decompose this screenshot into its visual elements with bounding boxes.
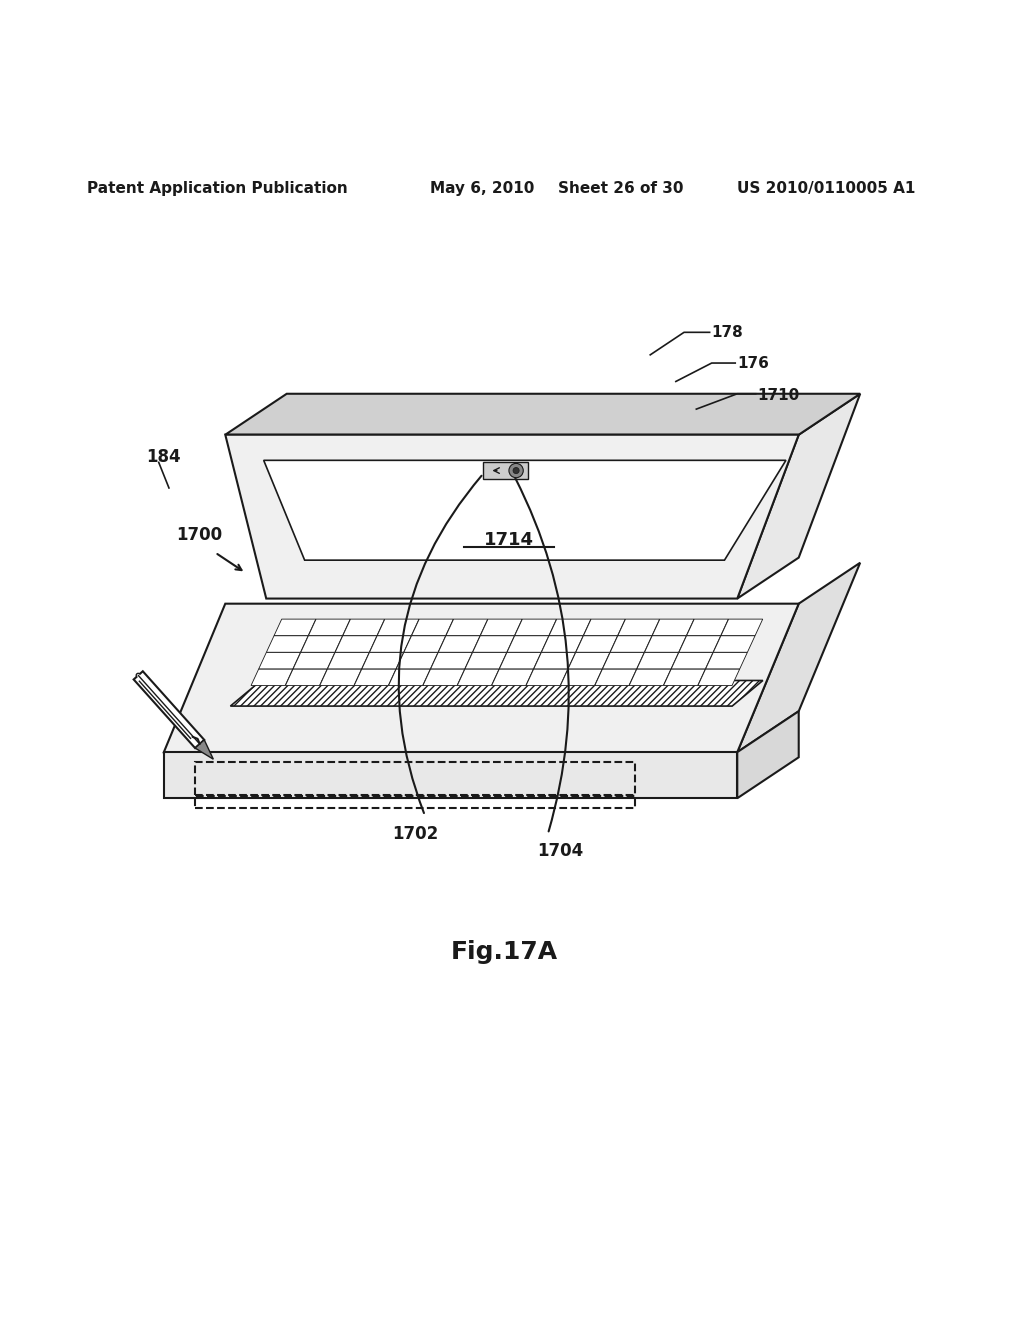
Polygon shape	[458, 669, 499, 685]
Polygon shape	[412, 619, 454, 636]
Circle shape	[513, 467, 519, 474]
Polygon shape	[266, 636, 308, 652]
Polygon shape	[492, 669, 534, 685]
Polygon shape	[480, 619, 522, 636]
Polygon shape	[500, 652, 541, 669]
Polygon shape	[388, 669, 430, 685]
Polygon shape	[423, 669, 465, 685]
Polygon shape	[629, 669, 671, 685]
Polygon shape	[370, 636, 412, 652]
Polygon shape	[575, 636, 617, 652]
Polygon shape	[301, 636, 342, 652]
Polygon shape	[617, 619, 659, 636]
Text: 184: 184	[146, 449, 181, 466]
Polygon shape	[637, 652, 679, 669]
Polygon shape	[446, 619, 487, 636]
Polygon shape	[602, 652, 644, 669]
Polygon shape	[361, 652, 403, 669]
Polygon shape	[595, 669, 637, 685]
Polygon shape	[679, 636, 721, 652]
Polygon shape	[354, 669, 396, 685]
Text: 176: 176	[737, 355, 769, 371]
Polygon shape	[542, 636, 583, 652]
Text: 1704: 1704	[538, 842, 584, 861]
Polygon shape	[259, 652, 300, 669]
Polygon shape	[714, 636, 755, 652]
Text: May 6, 2010: May 6, 2010	[430, 181, 535, 197]
Polygon shape	[403, 636, 445, 652]
Polygon shape	[251, 669, 293, 685]
Polygon shape	[698, 669, 739, 685]
Polygon shape	[526, 669, 567, 685]
Polygon shape	[610, 636, 652, 652]
Polygon shape	[343, 619, 385, 636]
Polygon shape	[560, 669, 602, 685]
Polygon shape	[664, 669, 706, 685]
Polygon shape	[164, 752, 737, 799]
Polygon shape	[515, 619, 556, 636]
Polygon shape	[706, 652, 748, 669]
Polygon shape	[584, 619, 626, 636]
Circle shape	[509, 463, 523, 478]
Polygon shape	[328, 652, 370, 669]
Polygon shape	[319, 669, 361, 685]
Polygon shape	[534, 652, 575, 669]
Polygon shape	[225, 393, 860, 434]
Polygon shape	[549, 619, 591, 636]
Text: 1702: 1702	[392, 825, 438, 843]
Text: 1700: 1700	[176, 527, 222, 544]
Polygon shape	[473, 636, 514, 652]
Polygon shape	[335, 636, 377, 652]
Polygon shape	[377, 619, 419, 636]
Polygon shape	[264, 461, 786, 560]
Polygon shape	[721, 619, 763, 636]
Polygon shape	[286, 669, 327, 685]
Text: US 2010/0110005 A1: US 2010/0110005 A1	[737, 181, 915, 197]
Text: Patent Application Publication: Patent Application Publication	[87, 181, 348, 197]
Text: 1710: 1710	[758, 388, 800, 404]
Polygon shape	[644, 636, 686, 652]
Polygon shape	[672, 652, 713, 669]
Polygon shape	[737, 711, 799, 799]
Polygon shape	[737, 393, 860, 598]
Polygon shape	[438, 636, 480, 652]
Polygon shape	[225, 434, 799, 598]
Polygon shape	[396, 652, 438, 669]
Polygon shape	[431, 652, 472, 669]
Polygon shape	[507, 636, 549, 652]
Text: 178: 178	[712, 325, 743, 339]
Polygon shape	[164, 603, 799, 752]
Polygon shape	[293, 652, 335, 669]
Text: 1714: 1714	[484, 531, 534, 549]
Polygon shape	[274, 619, 315, 636]
Polygon shape	[652, 619, 694, 636]
Polygon shape	[196, 741, 213, 759]
Polygon shape	[465, 652, 507, 669]
Polygon shape	[308, 619, 350, 636]
Polygon shape	[687, 619, 728, 636]
Polygon shape	[568, 652, 610, 669]
Polygon shape	[737, 562, 860, 752]
FancyBboxPatch shape	[483, 462, 528, 479]
Text: Sheet 26 of 30: Sheet 26 of 30	[558, 181, 684, 197]
Polygon shape	[230, 681, 763, 706]
Text: Fig.17A: Fig.17A	[451, 940, 558, 964]
Polygon shape	[134, 672, 204, 748]
